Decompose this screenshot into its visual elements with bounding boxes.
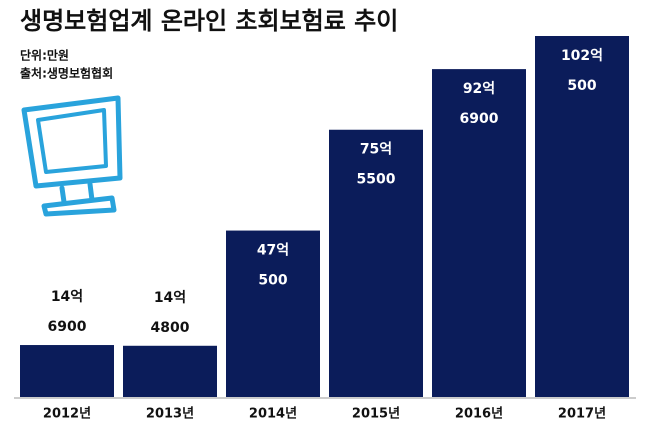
x-tick-label: 2012년	[43, 407, 91, 422]
value-label: 102억	[561, 48, 603, 64]
value-label: 5500	[357, 172, 396, 188]
chart-title: 생명보험업계 온라인 초회보험료 추이	[20, 7, 398, 35]
bar	[123, 345, 217, 397]
value-label: 14억	[154, 290, 186, 306]
value-label: 500	[258, 273, 287, 289]
value-label: 75억	[360, 142, 392, 158]
value-label: 14억	[51, 289, 83, 305]
x-tick-label: 2017년	[558, 407, 606, 422]
value-label: 6900	[460, 111, 499, 127]
source-note: 출처:생명보험협회	[20, 66, 113, 81]
bar	[226, 230, 320, 397]
x-tick-label: 2015년	[352, 407, 400, 422]
x-tick-label: 2014년	[249, 407, 297, 422]
value-label: 92억	[463, 81, 495, 97]
value-label: 47억	[257, 243, 289, 259]
x-tick-label: 2016년	[455, 407, 503, 422]
monitor-icon	[21, 95, 123, 217]
value-label: 6900	[48, 319, 87, 335]
bar	[329, 129, 423, 397]
value-label: 500	[567, 78, 596, 94]
bar	[432, 69, 526, 397]
x-tick-label: 2013년	[146, 407, 194, 422]
unit-note: 단위:만원	[20, 48, 69, 63]
bar	[20, 345, 114, 397]
bar	[535, 36, 629, 397]
value-label: 4800	[151, 320, 190, 336]
